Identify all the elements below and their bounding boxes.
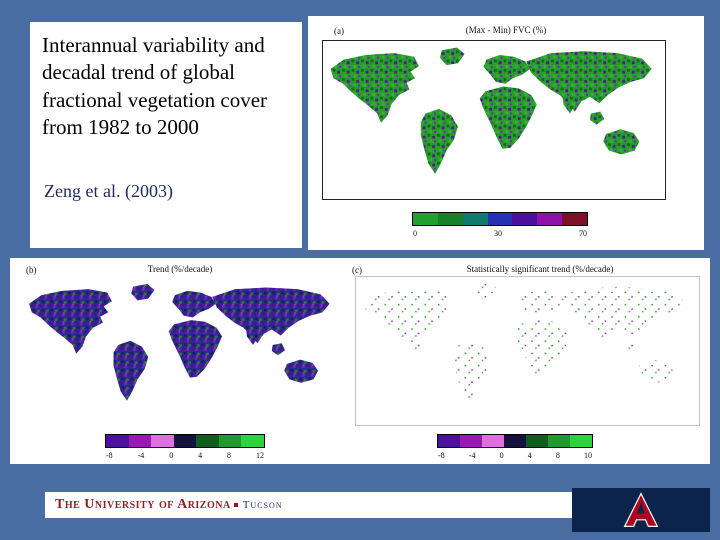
arizona-a-logo bbox=[623, 492, 659, 527]
colorbar-c-ticks: -8 -4 0 4 8 10 bbox=[438, 451, 592, 460]
citation: Zeng et al. (2003) bbox=[44, 181, 173, 202]
panel-b-title: Trend (%/decade) bbox=[147, 264, 213, 274]
slide-title: Interannual variability and decadal tren… bbox=[42, 33, 268, 139]
university-wordmark: The University of Arizona bbox=[55, 497, 231, 512]
bottom-figure-panel: (b) Trend (%/decade) -8 -4 0 4 8 12 (c) Stati… bbox=[10, 258, 710, 464]
title-box: Interannual variability and decadal tren… bbox=[30, 22, 302, 248]
panel-b-label: (b) bbox=[26, 265, 37, 275]
world-map-b bbox=[22, 278, 342, 424]
panel-a: (a) (Max - Min) FVC (%) 0 30 70 bbox=[308, 16, 704, 250]
panel-a-title: (Max - Min) FVC (%) bbox=[465, 25, 547, 35]
colorbar-a-segments bbox=[412, 212, 588, 226]
world-map-c bbox=[355, 276, 700, 426]
panel-a-label: (a) bbox=[334, 26, 344, 36]
arizona-logo-box bbox=[572, 488, 710, 532]
colorbar-c: -8 -4 0 4 8 10 bbox=[437, 434, 593, 460]
city-wordmark: Tucson bbox=[242, 499, 283, 511]
panel-c-label: (c) bbox=[352, 265, 362, 275]
red-dot-icon bbox=[233, 503, 238, 507]
world-map-a bbox=[322, 40, 666, 200]
colorbar-b-ticks: -8 -4 0 4 8 12 bbox=[106, 451, 264, 460]
colorbar-c-segments bbox=[437, 434, 593, 448]
colorbar-b-segments bbox=[105, 434, 265, 448]
colorbar-b: -8 -4 0 4 8 12 bbox=[105, 434, 265, 460]
colorbar-a: 0 30 70 bbox=[412, 212, 588, 238]
colorbar-a-ticks: 0 30 70 bbox=[413, 229, 587, 238]
panel-c-title: Statistically significant trend (%/decad… bbox=[466, 264, 614, 274]
